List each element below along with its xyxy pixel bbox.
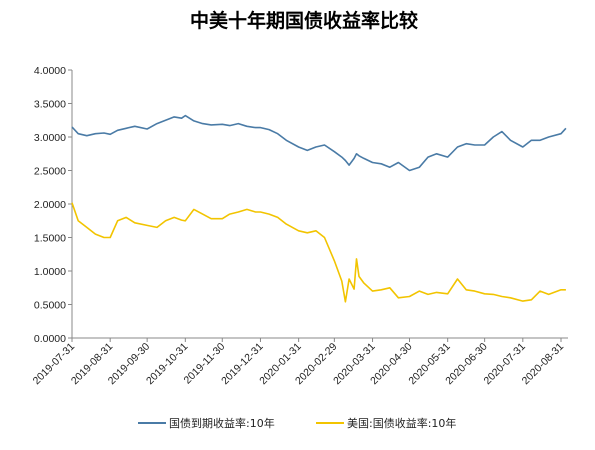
y-tick-label: 4.0000 — [34, 65, 66, 77]
y-tick-label: 1.5000 — [34, 233, 66, 245]
legend-label-china: 国债到期收益率:10年 — [169, 416, 275, 430]
x-tick-label: 2020-08-31 — [520, 341, 567, 388]
series-line-us — [71, 202, 566, 303]
series-line-china — [71, 114, 567, 172]
y-tick-label: 3.0000 — [34, 132, 66, 144]
legend: 国债到期收益率:10年 美国:国债收益率:10年 — [138, 416, 456, 430]
legend-item-china: 国债到期收益率:10年 — [138, 416, 275, 430]
y-tick-label: 0.5000 — [34, 300, 66, 312]
y-tick-label: 2.5000 — [34, 166, 66, 178]
axes: 4.0000 3.5000 3.0000 2.5000 2.0000 1.5000 1.00… — [31, 65, 568, 387]
legend-item-us: 美国:国债收益率:10年 — [316, 416, 456, 430]
y-tick-label: 0.0000 — [34, 333, 66, 345]
series-lines — [71, 114, 567, 303]
legend-label-us: 美国:国债收益率:10年 — [347, 416, 456, 430]
y-tick-label: 2.0000 — [34, 199, 66, 211]
y-tick-label: 3.5000 — [34, 99, 66, 111]
chart-title: 中美十年期国债收益率比较 — [190, 9, 418, 32]
y-tick-label: 1.0000 — [34, 266, 66, 278]
